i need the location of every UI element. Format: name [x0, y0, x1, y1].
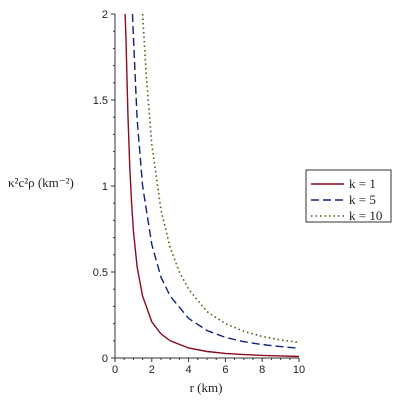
- y-tick-label: 2: [102, 9, 108, 21]
- y-tick-label: 0.5: [93, 267, 108, 279]
- y-tick-label: 1: [102, 181, 108, 193]
- x-tick-label: 10: [293, 364, 305, 376]
- x-tick-label: 2: [149, 364, 155, 376]
- x-axis-label: r (km): [190, 380, 223, 395]
- series-group: [124, 13, 300, 358]
- legend-label-3: k = 10: [349, 208, 382, 223]
- series-line-1: [124, 13, 300, 358]
- y-axis-label: κ²c²ρ (km⁻²): [8, 175, 74, 190]
- legend-label-2: k = 5: [349, 192, 376, 207]
- y-tick-label: 0: [102, 353, 108, 365]
- x-tick-label: 0: [112, 364, 118, 376]
- x-tick-label: 4: [186, 364, 192, 376]
- ticks: 0 2 4 6 8 10 0 0.5 1 1.5 2: [93, 9, 305, 376]
- x-tick-label: 8: [259, 364, 265, 376]
- series-line-3: [141, 13, 300, 344]
- x-tick-label: 6: [222, 364, 228, 376]
- series-line-2: [131, 13, 300, 349]
- legend-label-1: k = 1: [349, 176, 376, 191]
- legend: k = 1k = 5k = 10: [305, 169, 392, 223]
- y-tick-label: 1.5: [93, 95, 108, 107]
- legend-box: [305, 169, 392, 223]
